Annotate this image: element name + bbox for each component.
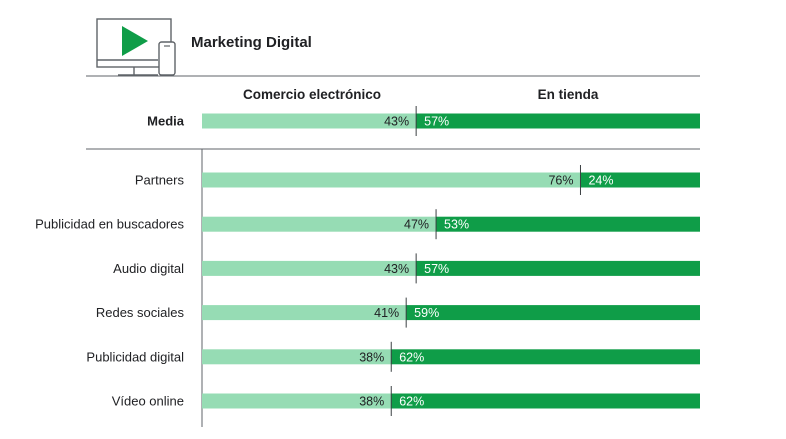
bar-ecommerce-4 (202, 349, 392, 365)
bar-store-average (416, 113, 700, 129)
category-label-2: Audio digital (113, 261, 184, 276)
category-label-average: Media (147, 114, 185, 129)
page-title: Marketing Digital (191, 34, 312, 51)
marketing-digital-logo-icon (96, 18, 178, 83)
category-label-5: Vídeo online (112, 394, 184, 409)
bar-ecommerce-3 (202, 305, 407, 321)
bar-ecommerce-average (202, 113, 417, 129)
series-header-ecommerce: Comercio electrónico (243, 87, 381, 102)
category-label-4: Publicidad digital (86, 349, 184, 364)
value-label-store-2: 57% (424, 262, 449, 276)
value-label-ecommerce-2: 43% (384, 262, 409, 276)
value-label-ecommerce-5: 38% (359, 395, 384, 409)
value-label-ecommerce-average: 43% (384, 115, 409, 129)
value-label-ecommerce-0: 76% (548, 174, 573, 188)
value-label-store-4: 62% (399, 350, 424, 364)
value-label-store-average: 57% (424, 115, 449, 129)
value-label-ecommerce-1: 47% (404, 218, 429, 232)
value-label-store-1: 53% (444, 218, 469, 232)
bar-ecommerce-2 (202, 260, 417, 276)
bar-store-1 (436, 216, 700, 232)
bar-ecommerce-5 (202, 393, 392, 409)
category-label-3: Redes sociales (96, 305, 185, 320)
value-label-store-3: 59% (414, 306, 439, 320)
bar-store-4 (391, 349, 700, 365)
value-label-store-0: 24% (588, 174, 613, 188)
bar-ecommerce-0 (202, 172, 581, 188)
value-label-ecommerce-3: 41% (374, 306, 399, 320)
category-label-1: Publicidad en buscadores (35, 217, 184, 232)
bar-ecommerce-1 (202, 216, 437, 232)
value-label-ecommerce-4: 38% (359, 350, 384, 364)
bar-store-5 (391, 393, 700, 409)
bar-store-2 (416, 260, 700, 276)
value-label-store-5: 62% (399, 395, 424, 409)
bar-store-0 (580, 172, 700, 188)
bar-store-3 (406, 305, 700, 321)
series-header-store: En tienda (538, 87, 599, 102)
category-label-0: Partners (135, 173, 185, 188)
